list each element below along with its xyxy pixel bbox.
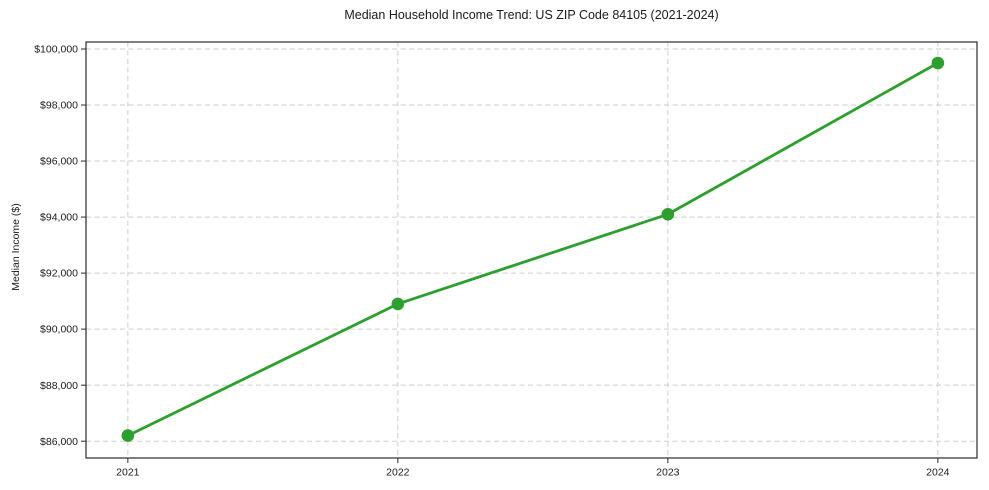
data-point-2021	[121, 429, 135, 442]
y-tick-label-86000: $86,000	[40, 436, 78, 448]
y-tick-label-96000: $96,000	[40, 156, 78, 168]
y-tick-label-90000: $90,000	[40, 324, 78, 336]
gridlines	[86, 42, 977, 458]
x-tick-label-2023: 2023	[656, 467, 680, 479]
y-tick-label-92000: $92,000	[40, 268, 78, 280]
y-tick-label-100000: $100,000	[34, 44, 78, 56]
data-point-2024	[931, 56, 945, 70]
series-median-household-income	[121, 56, 945, 442]
chart-title: Median Household Income Trend: US ZIP Co…	[344, 8, 719, 22]
x-tick-label-2022: 2022	[386, 467, 410, 479]
data-point-2023	[661, 207, 675, 221]
x-tick-label-2021: 2021	[116, 467, 140, 479]
plot-spines	[85, 41, 978, 459]
axis-tick-labels: 2021 2022 2023 2024 $86,000 $88,000 $90,000 $92…	[34, 44, 949, 479]
data-point-2022	[391, 297, 405, 311]
axis-ticks	[81, 48, 939, 463]
x-tick-label-2024: 2024	[926, 467, 950, 479]
y-tick-label-88000: $88,000	[40, 380, 78, 392]
trend-line	[126, 61, 940, 437]
y-tick-label-94000: $94,000	[40, 212, 78, 224]
y-tick-label-98000: $98,000	[40, 100, 78, 112]
